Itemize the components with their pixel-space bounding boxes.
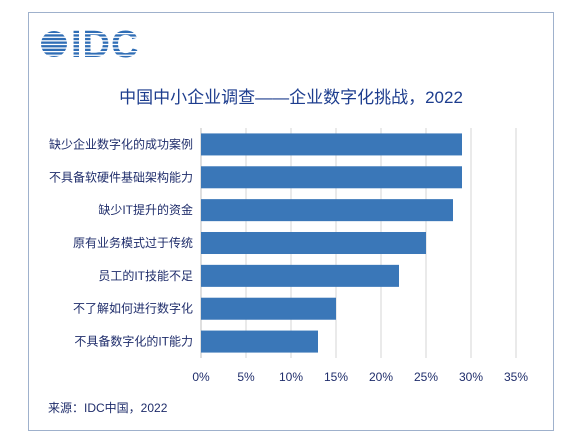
category-label: 缺少IT提升的资金 (98, 202, 193, 217)
category-label: 不具备软硬件基础架构能力 (49, 169, 193, 184)
x-tick-label: 30% (459, 370, 483, 384)
category-label: 缺少企业数字化的成功案例 (49, 136, 193, 151)
x-tick-label: 10% (279, 370, 303, 384)
bar (201, 330, 318, 353)
category-label: 不了解如何进行数字化 (73, 301, 193, 316)
idc-logo: IDC (41, 28, 145, 60)
category-label: 不具备数字化的IT能力 (74, 334, 193, 349)
chart-title: 中国中小企业调查——企业数字化挑战，2022 (119, 88, 463, 107)
category-label: 员工的IT技能不足 (98, 268, 193, 283)
x-tick-label: 20% (369, 370, 393, 384)
x-tick-label: 5% (237, 370, 255, 384)
x-tick-label: 35% (504, 370, 528, 384)
source-note: 来源：IDC中国，2022 (48, 401, 168, 415)
bar (201, 166, 462, 189)
bar (201, 231, 426, 255)
figure-frame (28, 12, 554, 431)
logo-stripes (41, 33, 145, 56)
x-tick-label: 0% (192, 370, 210, 384)
bar (201, 199, 453, 222)
x-tick-label: 25% (414, 370, 438, 384)
category-label: 原有业务模式过于传统 (73, 235, 193, 250)
bar (201, 133, 462, 156)
bar (201, 297, 336, 320)
x-tick-label: 15% (324, 370, 348, 384)
bar (201, 264, 399, 287)
